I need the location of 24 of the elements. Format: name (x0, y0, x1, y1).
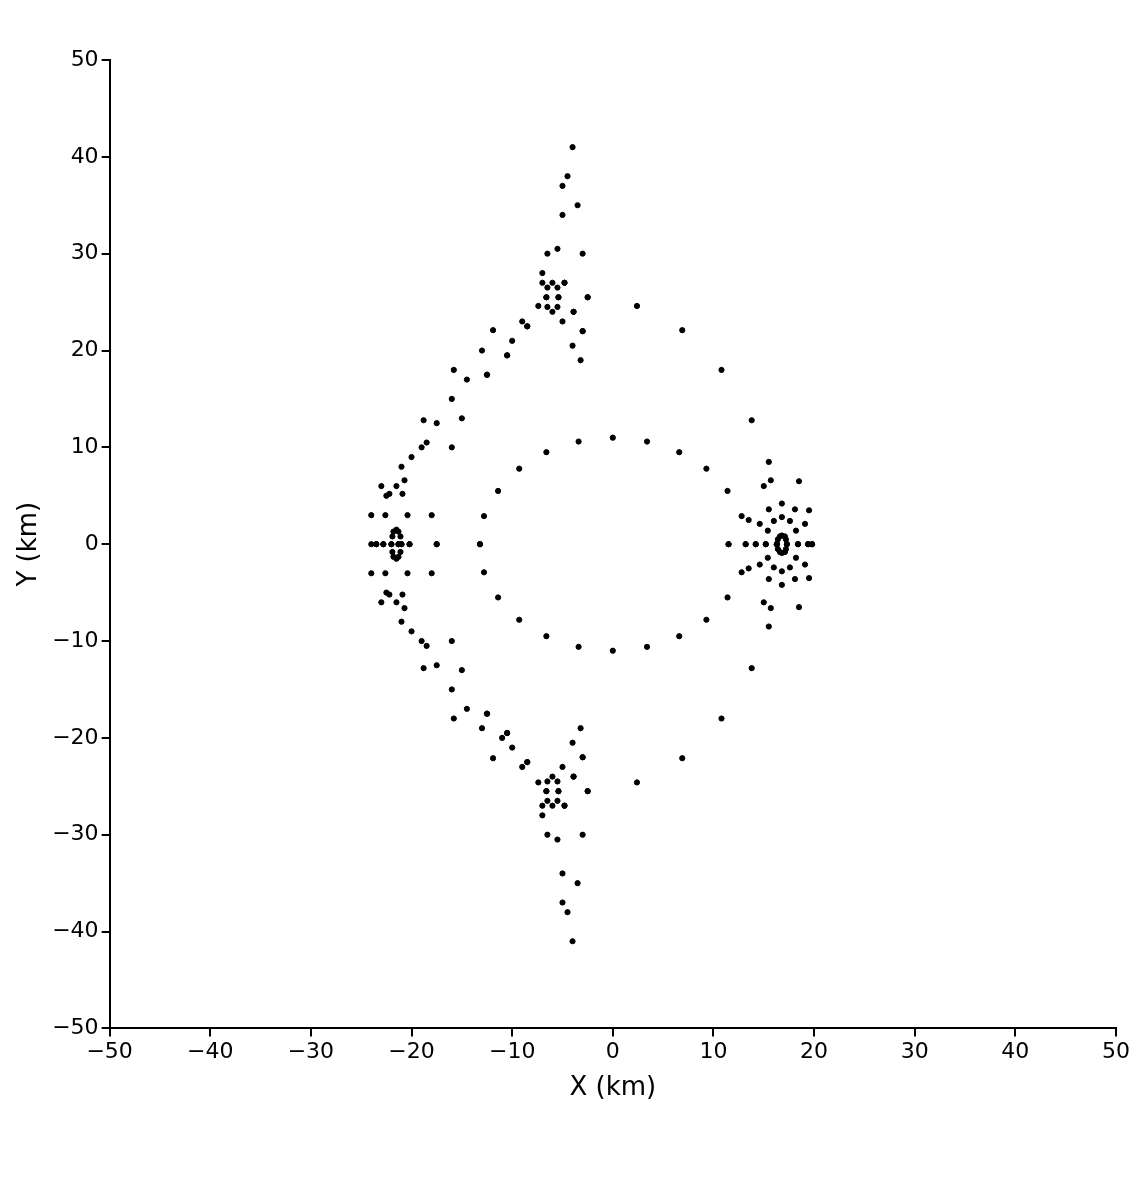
x-tick-label: 0 (605, 1038, 620, 1064)
y-tick-label: 20 (70, 336, 99, 362)
x-tick-label: −40 (187, 1038, 234, 1064)
x-tick-label: 20 (800, 1038, 829, 1064)
y-tick-label: 10 (70, 433, 99, 459)
x-tick-label: 30 (900, 1038, 929, 1064)
y-axis-title: Y (km) (12, 501, 43, 588)
y-tick-label: −10 (52, 626, 99, 652)
y-tick-label: 50 (70, 45, 99, 71)
x-tick-label: 50 (1102, 1038, 1130, 1064)
y-tick-label: −30 (52, 820, 99, 846)
x-tick-label: −30 (287, 1038, 335, 1064)
x-tick-label: 10 (699, 1038, 728, 1064)
y-tick-label: 0 (84, 529, 99, 555)
y-tick-label: 40 (70, 142, 99, 168)
x-tick-label: −50 (86, 1038, 133, 1064)
y-tick-label: −50 (52, 1014, 99, 1040)
y-tick-label: −40 (52, 917, 99, 943)
y-tick-label: −20 (52, 723, 99, 749)
x-tick-label: −20 (388, 1038, 435, 1064)
x-axis-title: X (km) (569, 1071, 657, 1102)
y-tick-label: 30 (70, 239, 99, 265)
x-tick-label: 40 (1001, 1038, 1030, 1064)
x-tick-label: −10 (488, 1038, 536, 1064)
